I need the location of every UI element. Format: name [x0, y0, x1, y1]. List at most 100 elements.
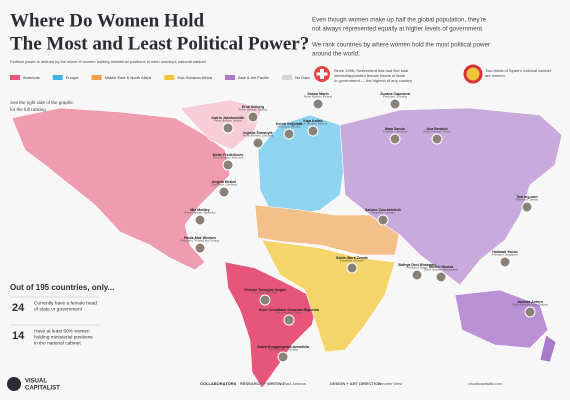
legend-swatch	[52, 75, 63, 80]
leader-name: Salome Zourabichvili	[365, 208, 401, 212]
leader-name: Jacinda Ardern	[517, 300, 543, 304]
swiss-cross	[316, 69, 328, 79]
title: Where Do Women Hold	[10, 10, 204, 31]
leader-name: Paula-Mae Weekes	[184, 236, 216, 240]
leader-photo	[411, 269, 423, 281]
stat-number: 14	[12, 330, 25, 342]
leader-name: Kaja Kallas	[303, 119, 322, 123]
leader-photo	[521, 201, 533, 213]
leader-photo	[389, 133, 401, 145]
leader-name: Angela Merkel	[212, 180, 236, 184]
leader-photo	[194, 242, 206, 254]
new-zealand	[539, 334, 557, 363]
leader-role: Prime Minister, Iceland	[214, 119, 243, 123]
sub-saharan-africa	[261, 239, 396, 353]
legend-swatch	[282, 75, 293, 80]
leader-name: Mette Frederiksen	[213, 153, 244, 157]
leader-name: Mia Mottley	[190, 208, 210, 212]
australia	[454, 289, 549, 349]
stat-text: in the national cabinet	[34, 340, 81, 346]
leader-photo	[252, 137, 264, 149]
leader-name: Zuzana Čaputová	[380, 91, 410, 96]
leader-role: Prime Minister, Barbados	[184, 211, 216, 215]
leader-photo	[222, 122, 234, 134]
stat-text: holding ministerial positions	[34, 334, 93, 340]
leader-name: Katrín Jakobsdóttir	[212, 116, 246, 120]
legend-label: Americas	[23, 75, 40, 80]
leader-role: Prime Minister, Denmark	[213, 156, 244, 160]
greenland	[179, 99, 263, 151]
leader-photo	[389, 98, 401, 110]
legend-label: Sub-Saharan Africa	[177, 75, 212, 80]
stat-text: Currently have a female head	[34, 300, 97, 306]
leader-photo	[283, 314, 295, 326]
leader-photo	[435, 271, 447, 283]
legend-swatch	[224, 75, 235, 80]
stat-text: of state or government	[34, 306, 83, 312]
leader-role: Prime Minister, Togo	[252, 291, 278, 295]
leader-role: Prime Minister, New Zealand	[512, 303, 548, 307]
leader-role: President, Singapore	[492, 253, 519, 257]
leader-role: President, Moldova	[383, 130, 407, 134]
subtitle: Political power is defined by the share …	[10, 59, 207, 64]
leader-name: Ingrida Šimonytė	[243, 130, 272, 135]
brand: VISUAL	[25, 379, 47, 385]
leader-name: Sheikh Hasina	[429, 265, 455, 269]
leader-name: Kersti Kaljulaid	[276, 122, 302, 126]
leader-photo	[277, 351, 289, 363]
legend-swatch	[164, 75, 175, 80]
footer-label: RESEARCH + WRITING	[240, 381, 284, 386]
callout-text: Two-thirds of Spain's national cabinet	[485, 68, 552, 73]
leader-photo	[283, 128, 295, 140]
leader-name: Victoire Tomegah Dogbé	[244, 288, 286, 292]
asia	[339, 107, 563, 286]
legend-swatch	[91, 75, 102, 80]
spain-icon	[463, 64, 483, 84]
leader-photo	[524, 306, 536, 318]
callout-text: or government — the highest of any count…	[334, 78, 412, 83]
leader-photo	[247, 111, 259, 123]
leader-photo	[222, 159, 234, 171]
leader-role: Prime Minister, Norway	[239, 108, 268, 112]
leader-role: Prime Minister, Lithuania	[243, 134, 274, 138]
leader-photo	[218, 186, 230, 198]
legend-label: Europe	[66, 75, 80, 80]
callout-text: elected/appointed female heads of state	[334, 73, 406, 78]
brand-logo	[7, 377, 21, 391]
leader-name: Bidhya Devi Bhandari	[398, 263, 435, 267]
leader-role: Prime Minister, Estonia	[299, 122, 328, 126]
leader-photo	[307, 125, 319, 137]
footer-names: Jennifer West	[378, 381, 403, 386]
intro-text: not always represented equally at higher…	[312, 26, 484, 33]
legend-label: Asia & the Pacific	[238, 75, 269, 80]
stat-number: 24	[12, 302, 25, 314]
intro-text: We rank countries by where women hold th…	[312, 42, 490, 49]
legend-swatch	[10, 75, 20, 80]
title: The Most and Least Political Power?	[10, 33, 309, 54]
north-america	[11, 107, 231, 271]
leader-role: President, Trinidad and Tobago	[181, 239, 220, 243]
leader-role: Prime Minister, Gabon	[275, 311, 303, 315]
footer-social: visualcapitalist.com	[468, 381, 503, 386]
leader-role: Prime Minister, Namibia	[268, 348, 298, 352]
europe	[257, 114, 346, 216]
brand: CAPITALIST	[25, 386, 60, 392]
callout-text: Since 1996, Switzerland has had five tot…	[334, 68, 408, 73]
legend-label: No Data	[295, 75, 310, 80]
leader-role: President, Ethiopia	[340, 259, 364, 263]
leader-name: Erna Solberg	[242, 105, 264, 109]
leader-role: President, Georgia	[371, 211, 395, 215]
intro-text: Even though women make up half the globa…	[312, 17, 487, 24]
map	[11, 99, 563, 389]
leader-photo	[431, 133, 443, 145]
leader-name: Tsai Ing-wen	[516, 195, 538, 199]
leader-name: Saara Kuugongelwa-Amadhila	[257, 345, 310, 349]
leader-name: Sanna Marin	[307, 92, 328, 96]
leader-photo	[346, 262, 358, 274]
leader-role: Chancellor, Germany	[211, 183, 238, 187]
intro-text: around the world.	[312, 51, 360, 58]
mena	[254, 204, 401, 256]
leader-name: Ana Brnabić	[426, 127, 447, 131]
note: for the full ranking	[10, 107, 46, 112]
